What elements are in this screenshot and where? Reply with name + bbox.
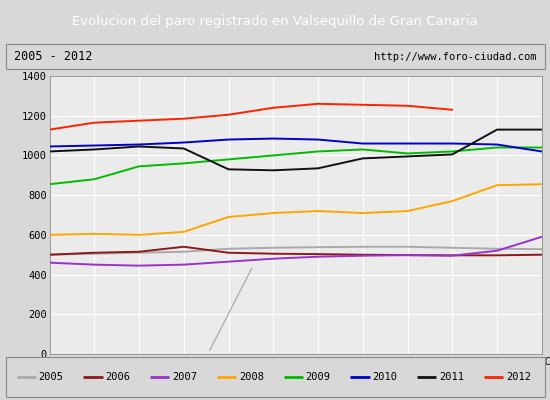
Text: 2008: 2008 xyxy=(239,372,264,382)
Text: 2005 - 2012: 2005 - 2012 xyxy=(14,50,92,63)
Text: 2009: 2009 xyxy=(306,372,331,382)
Text: 2007: 2007 xyxy=(172,372,197,382)
Text: 2012: 2012 xyxy=(506,372,531,382)
Text: http://www.foro-ciudad.com: http://www.foro-ciudad.com xyxy=(374,52,536,62)
Text: 2006: 2006 xyxy=(105,372,130,382)
Text: 2010: 2010 xyxy=(372,372,398,382)
Bar xyxy=(6,44,544,70)
Bar xyxy=(6,357,544,397)
Text: 2011: 2011 xyxy=(439,372,464,382)
Text: 2005: 2005 xyxy=(39,372,63,382)
Text: Evolucion del paro registrado en Valsequillo de Gran Canaria: Evolucion del paro registrado en Valsequ… xyxy=(72,15,478,28)
